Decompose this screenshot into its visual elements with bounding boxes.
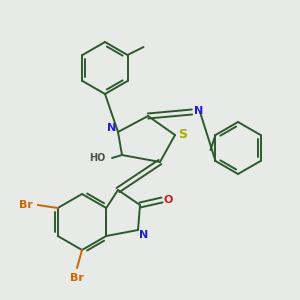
Text: N: N: [140, 230, 148, 240]
Text: S: S: [178, 128, 188, 140]
Text: Br: Br: [19, 200, 33, 210]
Text: O: O: [163, 195, 173, 205]
Text: N: N: [194, 106, 204, 116]
Text: Br: Br: [70, 273, 84, 283]
Text: HO: HO: [90, 153, 106, 163]
Text: N: N: [107, 123, 117, 133]
